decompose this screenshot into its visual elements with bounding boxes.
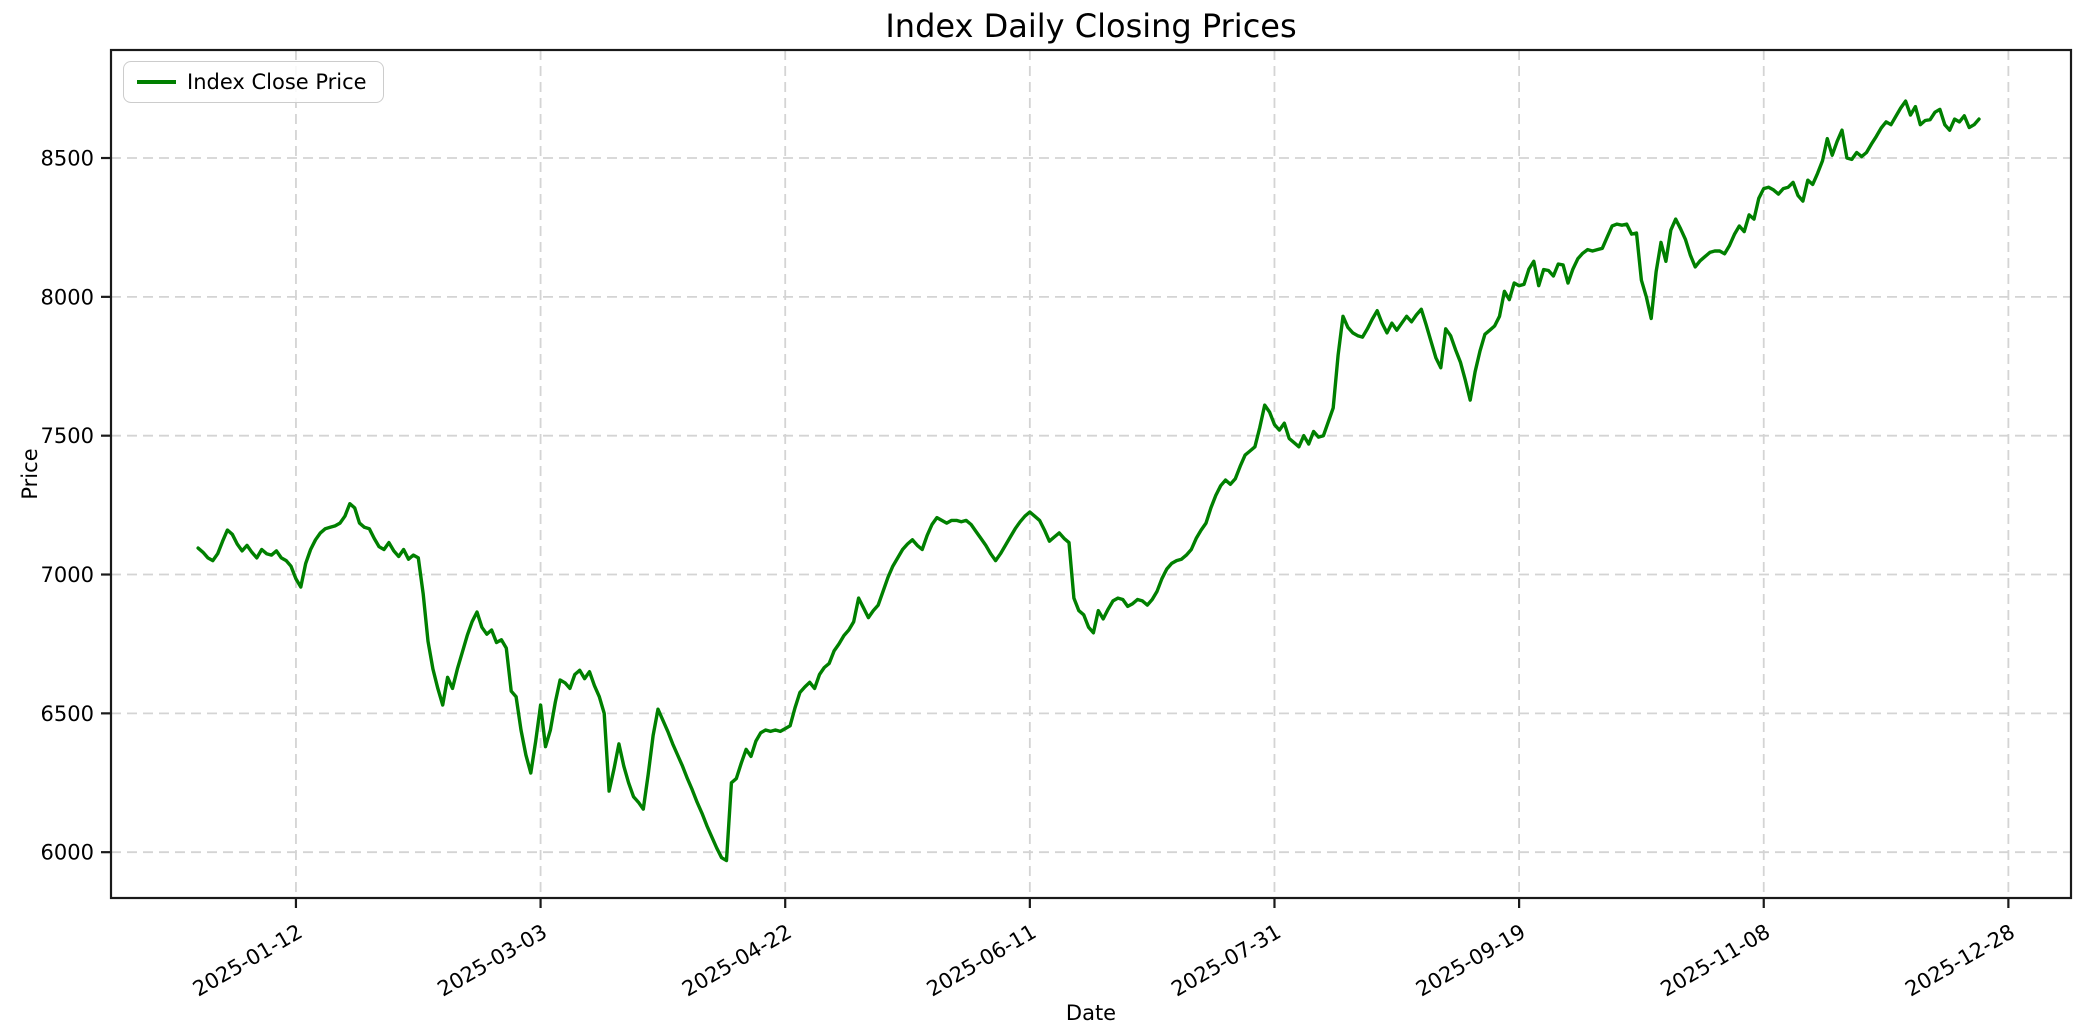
y-tick-label: 6500 (41, 702, 94, 726)
x-tick-label: 2025-04-22 (678, 920, 796, 1002)
legend-label: Index Close Price (187, 70, 367, 94)
x-tick-label: 2025-03-03 (433, 920, 551, 1002)
x-tick-label: 2025-07-31 (1167, 920, 1285, 1002)
x-tick-label: 2025-12-28 (1901, 920, 2019, 1002)
close-price-line (196, 99, 1981, 863)
chart-title: Index Daily Closing Prices (885, 7, 1297, 45)
plot-border (109, 48, 2073, 900)
legend: Index Close Price (123, 61, 384, 103)
x-tick-label: 2025-01-12 (189, 920, 307, 1002)
y-tick-label: 8000 (41, 285, 94, 309)
x-axis-label: Date (1065, 1001, 1117, 1025)
y-tick-label: 7000 (41, 563, 94, 587)
y-tick-label: 8500 (41, 147, 94, 171)
legend-line-swatch (137, 80, 176, 84)
x-tick-label: 2025-09-19 (1412, 920, 1530, 1002)
x-tick-label: 2025-11-08 (1657, 920, 1775, 1002)
x-tick-label: 2025-06-11 (923, 920, 1041, 1002)
y-axis-label: Price (18, 448, 42, 500)
y-tick-label: 7500 (41, 424, 94, 448)
y-tick-label: 6000 (41, 841, 94, 865)
